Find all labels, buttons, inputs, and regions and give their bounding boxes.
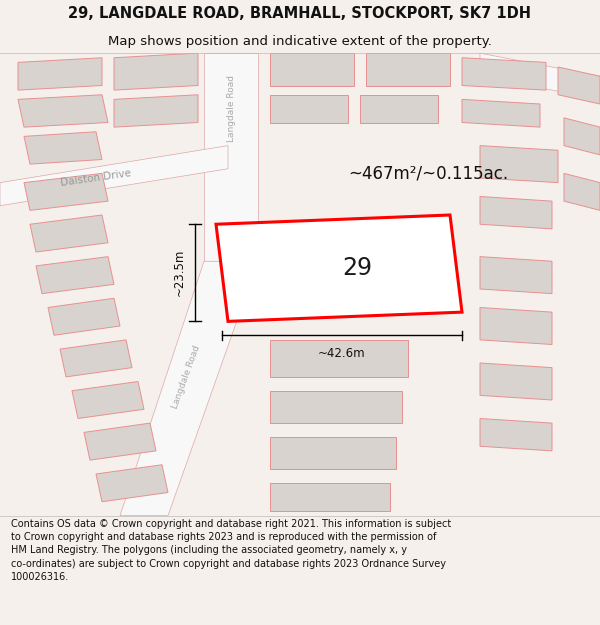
Polygon shape (114, 53, 198, 90)
Text: ~42.6m: ~42.6m (318, 347, 366, 360)
Text: Map shows position and indicative extent of the property.: Map shows position and indicative extent… (108, 35, 492, 48)
Polygon shape (270, 483, 390, 511)
Polygon shape (480, 53, 600, 99)
Polygon shape (84, 423, 156, 460)
Polygon shape (480, 257, 552, 294)
Polygon shape (0, 146, 228, 206)
Text: 29, LANGDALE ROAD, BRAMHALL, STOCKPORT, SK7 1DH: 29, LANGDALE ROAD, BRAMHALL, STOCKPORT, … (68, 6, 532, 21)
Polygon shape (114, 95, 198, 127)
Polygon shape (564, 173, 600, 211)
Polygon shape (24, 173, 108, 211)
Text: Langdale Road: Langdale Road (227, 75, 235, 142)
Polygon shape (564, 118, 600, 155)
Polygon shape (30, 215, 108, 252)
Polygon shape (120, 261, 258, 516)
Polygon shape (480, 308, 552, 344)
Polygon shape (48, 298, 120, 335)
Text: Langdale Road: Langdale Road (170, 344, 202, 410)
Text: ~23.5m: ~23.5m (173, 249, 186, 296)
Polygon shape (18, 95, 108, 127)
Polygon shape (462, 58, 546, 90)
Polygon shape (270, 437, 396, 469)
Polygon shape (558, 67, 600, 104)
Polygon shape (72, 381, 144, 419)
Polygon shape (96, 465, 168, 502)
Text: Dalston Drive: Dalston Drive (60, 168, 132, 188)
Polygon shape (480, 196, 552, 229)
Text: ~467m²/~0.115ac.: ~467m²/~0.115ac. (348, 164, 508, 182)
Polygon shape (270, 95, 348, 122)
Polygon shape (480, 419, 552, 451)
Text: 29: 29 (342, 256, 372, 280)
Polygon shape (18, 58, 102, 90)
Polygon shape (216, 215, 462, 321)
Polygon shape (366, 53, 450, 86)
Polygon shape (36, 257, 114, 294)
Polygon shape (462, 99, 540, 127)
Polygon shape (360, 95, 438, 122)
Polygon shape (480, 146, 558, 182)
Polygon shape (270, 340, 408, 377)
Text: Contains OS data © Crown copyright and database right 2021. This information is : Contains OS data © Crown copyright and d… (11, 519, 451, 582)
Polygon shape (204, 53, 258, 261)
Polygon shape (60, 340, 132, 377)
Polygon shape (480, 363, 552, 400)
Polygon shape (24, 132, 102, 164)
Polygon shape (270, 53, 354, 86)
Polygon shape (270, 391, 402, 423)
